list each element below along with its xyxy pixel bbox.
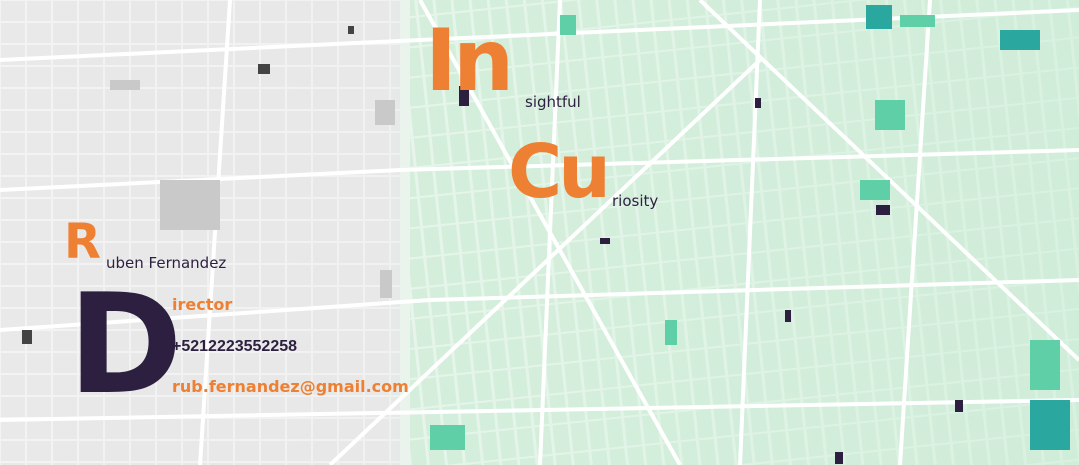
email-address: rub.fernandez@gmail.com <box>172 377 409 396</box>
phone-number: +5212223552258 <box>172 338 298 355</box>
role-initial: D <box>68 264 183 425</box>
curiosity-initial: Cu <box>508 129 611 215</box>
name-rest: uben Fernandez <box>106 254 227 272</box>
curiosity-rest: riosity <box>612 192 659 210</box>
role-rest: irector <box>172 295 233 314</box>
insightful-rest: sightful <box>525 93 581 111</box>
name-initial: R <box>64 214 101 270</box>
insightful-initial: In <box>425 11 514 111</box>
